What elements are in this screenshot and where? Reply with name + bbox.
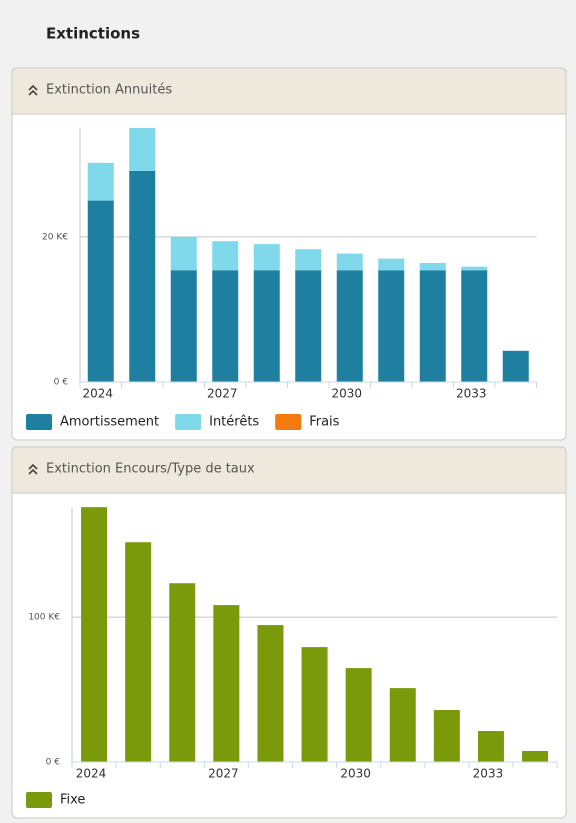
panel-header[interactable] [11, 446, 567, 494]
bar [212, 270, 239, 382]
bar [295, 249, 322, 271]
legend-swatch[interactable] [26, 414, 52, 430]
y-tick-label: 0 € [46, 758, 61, 768]
bar [170, 236, 197, 271]
bar [336, 253, 363, 271]
x-tick-label: 2033 [473, 767, 504, 781]
bar [378, 258, 405, 271]
bar [213, 605, 240, 762]
bar [336, 270, 363, 382]
bar [461, 270, 488, 382]
bar [87, 162, 114, 201]
bar [389, 688, 416, 762]
x-tick-label: 2027 [208, 767, 239, 781]
legend-label[interactable]: Amortissement [60, 415, 159, 430]
bar [433, 709, 460, 762]
bar [129, 170, 156, 382]
panel-title: Extinction Annuités [46, 83, 172, 98]
bar [129, 128, 156, 171]
bar [502, 350, 529, 382]
bar [419, 262, 446, 271]
bar [477, 730, 504, 762]
x-tick-label: 2033 [456, 387, 487, 401]
bar [170, 270, 197, 382]
legend-swatch[interactable] [175, 414, 202, 430]
bar [301, 647, 328, 762]
bar [253, 270, 280, 382]
x-tick-label: 2024 [76, 767, 107, 781]
bar [81, 507, 108, 762]
x-tick-label: 2030 [340, 767, 371, 781]
panel-title: Extinction Encours/Type de taux [46, 462, 255, 477]
bar [295, 270, 322, 382]
y-tick-label: 0 € [54, 378, 69, 388]
collapse-icon[interactable] [28, 463, 38, 475]
x-tick-label: 2024 [82, 387, 113, 401]
panel-header[interactable] [11, 67, 567, 115]
bar [345, 668, 372, 762]
bar [125, 542, 152, 762]
bar [461, 266, 488, 271]
y-tick-label: 20 K€ [42, 232, 68, 242]
legend-label[interactable]: Fixe [60, 793, 85, 808]
x-tick-label: 2027 [207, 387, 238, 401]
bar [257, 625, 284, 762]
legend-swatch[interactable] [26, 792, 52, 808]
legend-swatch[interactable] [275, 414, 302, 430]
bar [87, 200, 114, 382]
y-tick-label: 100 K€ [28, 613, 60, 623]
bar [169, 583, 196, 762]
bar [419, 270, 446, 382]
bar [253, 244, 280, 271]
bar [522, 750, 549, 762]
page-title: Extinctions [46, 25, 140, 43]
collapse-icon[interactable] [28, 84, 38, 96]
bar [212, 241, 239, 271]
legend-label[interactable]: Frais [309, 415, 339, 430]
bar [378, 270, 405, 382]
legend-label[interactable]: Intérêts [209, 415, 259, 430]
x-tick-label: 2030 [331, 387, 362, 401]
